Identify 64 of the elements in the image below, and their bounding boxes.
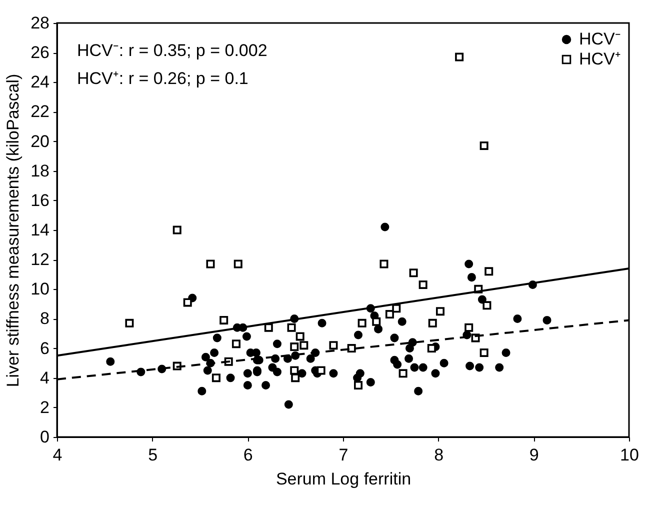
y-tick-label: 22 xyxy=(30,102,50,122)
point xyxy=(212,374,220,382)
x-tick-label: 4 xyxy=(52,446,62,464)
y-tick-label: 0 xyxy=(40,428,50,446)
point xyxy=(206,260,215,268)
point xyxy=(234,260,242,268)
y-tick-label: 2 xyxy=(40,398,50,417)
point xyxy=(372,317,381,326)
y-tick-label: 10 xyxy=(30,280,50,299)
point xyxy=(385,310,394,319)
annotation: HCV⁺: r = 0.26; p = 0.1 xyxy=(77,69,248,88)
y-tick-label: 16 xyxy=(30,190,50,210)
point xyxy=(455,52,464,62)
y-tick-label: 26 xyxy=(30,43,50,62)
point xyxy=(484,267,494,276)
y-tick-label: 4 xyxy=(40,368,50,388)
point xyxy=(427,344,436,353)
y-tick-label: 28 xyxy=(30,14,50,32)
point xyxy=(296,332,304,341)
point xyxy=(464,323,474,332)
point xyxy=(418,280,428,289)
point xyxy=(220,316,228,324)
legend-label: HCV⁺ xyxy=(579,50,621,68)
x-tick-label: 6 xyxy=(243,446,253,464)
point xyxy=(329,341,338,350)
y-tick-label: 18 xyxy=(30,161,50,180)
point xyxy=(290,342,299,352)
x-tick-label: 8 xyxy=(434,446,444,464)
y-tick-label: 20 xyxy=(30,132,50,151)
point xyxy=(436,307,444,316)
annotation: HCV⁻: r = 0.35; p = 0.002 xyxy=(77,41,268,60)
x-tick-label: 9 xyxy=(529,446,539,464)
point xyxy=(172,226,182,234)
point xyxy=(347,344,356,353)
point xyxy=(300,341,308,350)
point xyxy=(183,298,192,307)
y-tick-label: 24 xyxy=(30,72,50,92)
x-axis-title: Serum Log ferritin xyxy=(276,470,412,488)
y-tick-label: 12 xyxy=(30,250,50,270)
x-tick-label: 10 xyxy=(620,446,639,464)
point xyxy=(264,323,273,332)
point xyxy=(358,318,366,328)
point xyxy=(392,304,401,313)
point xyxy=(409,268,418,278)
y-axis-title: Liver stiffness measurements (kiloPascal) xyxy=(4,74,23,388)
point xyxy=(480,348,488,357)
y-tick-label: 6 xyxy=(40,338,50,358)
point xyxy=(316,366,326,375)
x-tick-label: 5 xyxy=(148,446,158,464)
point xyxy=(291,374,300,382)
y-tick-label: 14 xyxy=(30,220,50,240)
point xyxy=(354,380,363,390)
point xyxy=(380,260,388,268)
x-tick-label: 7 xyxy=(338,446,348,464)
point xyxy=(482,301,492,310)
point xyxy=(290,366,299,375)
point xyxy=(232,340,240,348)
legend-label: HCV⁻ xyxy=(579,30,621,48)
y-tick-label: 8 xyxy=(40,309,50,328)
point xyxy=(287,323,296,332)
point xyxy=(125,318,134,328)
point xyxy=(480,141,488,150)
point xyxy=(398,369,408,378)
point xyxy=(428,318,437,328)
